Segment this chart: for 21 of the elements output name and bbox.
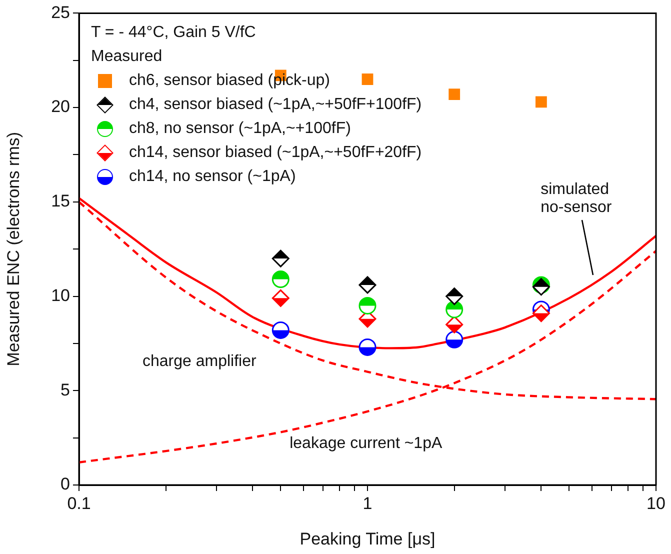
annotation: leakage current ~1pA <box>290 435 442 454</box>
legend-label: ch6, sensor biased (pick-up) <box>129 71 330 92</box>
annotation: T = - 44°C, Gain 5 V/fC <box>91 23 257 44</box>
x-tick-label: 1 <box>362 494 372 513</box>
legend-label: ch14, no sensor (~1pA) <box>129 167 296 188</box>
legend-label: ch8, no sensor (~1pA,~+100fF) <box>129 119 351 140</box>
legend-label: ch14, sensor biased (~1pA,~+50fF+20fF) <box>129 143 422 164</box>
annotation: simulated no-sensor <box>540 180 613 217</box>
x-tick-label: 0.1 <box>67 494 91 513</box>
y-tick-label: 20 <box>51 97 70 116</box>
y-tick-label: 5 <box>60 380 70 400</box>
y-tick-label: 15 <box>51 192 70 211</box>
x-axis-title: Peaking Time [μs] <box>300 529 436 548</box>
annotation: charge amplifier <box>142 352 256 371</box>
x-tick-label: 10 <box>646 494 666 513</box>
y-tick-label: 25 <box>51 2 70 22</box>
legend-label: ch4, sensor biased (~1pA,~+50fF+100fF) <box>129 95 422 116</box>
y-tick-label: 0 <box>60 474 70 494</box>
y-tick-label: 10 <box>51 286 70 305</box>
y-axis-title: Measured ENC (electrons rms) <box>4 132 23 366</box>
legend-title: Measured <box>91 47 164 68</box>
